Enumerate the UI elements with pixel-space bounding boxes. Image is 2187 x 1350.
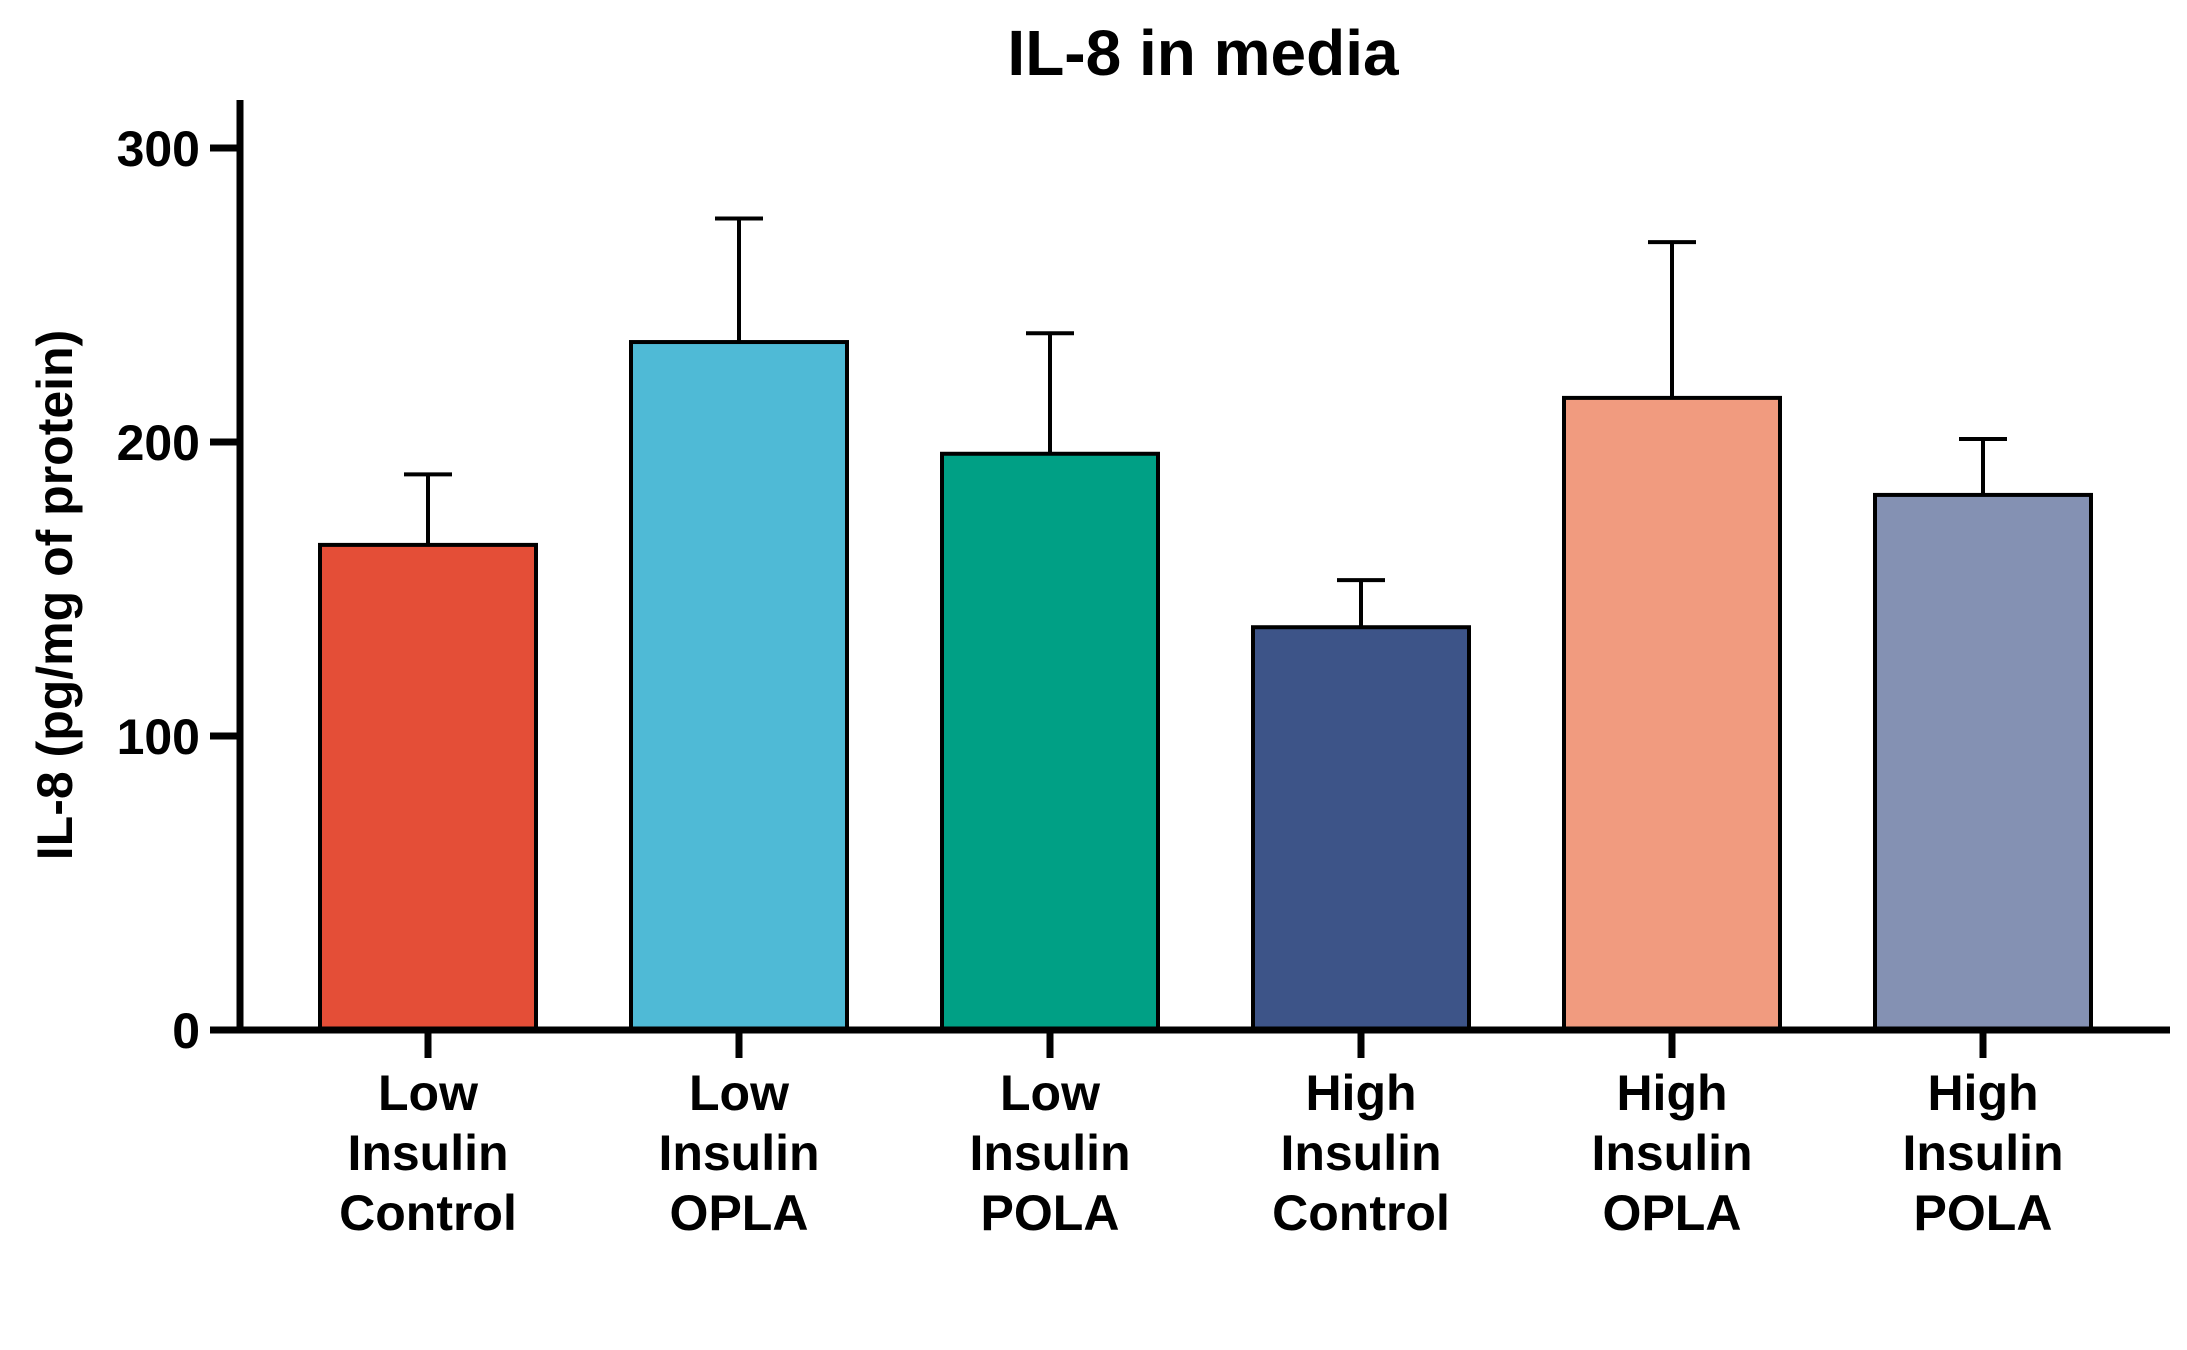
x-category-label: Low — [378, 1065, 478, 1121]
chart-title: IL-8 in media — [1007, 17, 1399, 89]
x-category-label: High — [1305, 1065, 1416, 1121]
bar — [1873, 492, 2093, 1033]
x-category-label: Insulin — [347, 1125, 508, 1181]
x-category-label: POLA — [1914, 1185, 2053, 1241]
x-category-label: Insulin — [969, 1125, 1130, 1181]
x-category-label: Insulin — [658, 1125, 819, 1181]
x-category-label: High — [1927, 1065, 2038, 1121]
bar — [1251, 625, 1471, 1032]
x-categories: LowInsulinControlLowInsulinOPLALowInsuli… — [339, 1030, 2064, 1241]
x-category-label: High — [1616, 1065, 1727, 1121]
y-axis-label: IL-8 (pg/mg of protein) — [27, 330, 83, 860]
x-category-label: Insulin — [1902, 1125, 2063, 1181]
error-bars — [404, 216, 2007, 628]
x-category-label: POLA — [981, 1185, 1120, 1241]
bar — [629, 340, 849, 1033]
x-category-label: Insulin — [1280, 1125, 1441, 1181]
y-tick-label: 200 — [117, 415, 200, 471]
x-category-label: Low — [689, 1065, 789, 1121]
y-ticks: 0 100 200 300 — [117, 121, 240, 1059]
bar — [1562, 395, 1782, 1032]
x-category-label: OPLA — [1603, 1185, 1742, 1241]
x-category-label: Insulin — [1591, 1125, 1752, 1181]
y-tick-label: 0 — [172, 1003, 200, 1059]
y-tick-label: 100 — [117, 709, 200, 765]
axes — [236, 100, 2170, 1034]
x-category-label: Control — [339, 1185, 517, 1241]
y-tick-label: 300 — [117, 121, 200, 177]
bar — [318, 542, 538, 1033]
bar — [940, 451, 1160, 1032]
bars — [318, 340, 2093, 1033]
x-category-label: OPLA — [670, 1185, 809, 1241]
x-category-label: Control — [1272, 1185, 1450, 1241]
x-category-label: Low — [1000, 1065, 1100, 1121]
